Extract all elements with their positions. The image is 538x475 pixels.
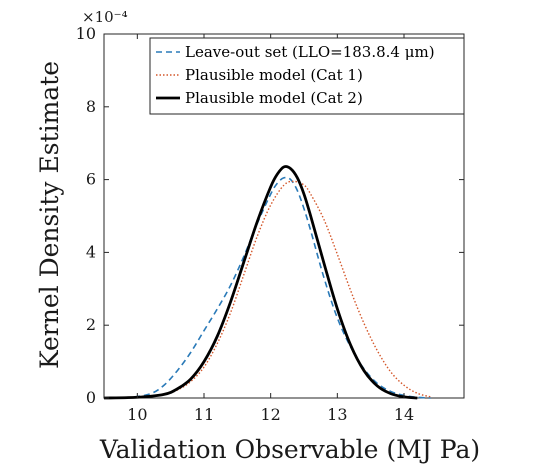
- x-tick-label: 11: [194, 405, 214, 424]
- x-tick-label: 12: [260, 405, 280, 424]
- legend-entry-cat1: Plausible model (Cat 1): [185, 66, 363, 84]
- legend-box: [149, 37, 465, 115]
- plot-frame: [103, 33, 465, 399]
- y-tick-label: 6: [86, 170, 96, 189]
- y-tick-label: 4: [86, 242, 96, 261]
- y-tick-label: 10: [76, 24, 96, 43]
- plausible-model-cat1-line: [103, 180, 431, 399]
- legend: Leave-out set (LLO=183.8.4 μm) Plausible …: [149, 37, 465, 115]
- x-tick-label: 10: [127, 405, 147, 424]
- y-tick-label: 2: [86, 315, 96, 334]
- y-tick-label: 0: [86, 388, 96, 407]
- y-axis-multiplier: ×10⁻⁴: [82, 8, 128, 26]
- legend-entries: Leave-out set (LLO=183.8.4 μm) Plausible …: [156, 43, 435, 107]
- y-axis-ticks: 0 2 4 6 8 10: [76, 24, 464, 407]
- series-layer: [103, 165, 431, 400]
- leave-out-set-line: [103, 176, 431, 399]
- plot-area: 10 11 12 13 14 0 2 4 6 8 10: [76, 24, 465, 424]
- legend-entry-cat2: Plausible model (Cat 2): [185, 89, 363, 107]
- x-axis-ticks: 10 11 12 13 14: [127, 34, 414, 424]
- x-axis-label: Validation Observable (MJ Pa): [99, 435, 480, 464]
- plausible-model-cat2-line: [103, 165, 418, 400]
- x-tick-label: 14: [394, 405, 414, 424]
- legend-entry-leave-out-set: Leave-out set (LLO=183.8.4 μm): [185, 43, 435, 61]
- y-tick-label: 8: [86, 97, 96, 116]
- x-tick-label: 13: [327, 405, 347, 424]
- y-axis-label: Kernel Density Estimate: [35, 61, 64, 369]
